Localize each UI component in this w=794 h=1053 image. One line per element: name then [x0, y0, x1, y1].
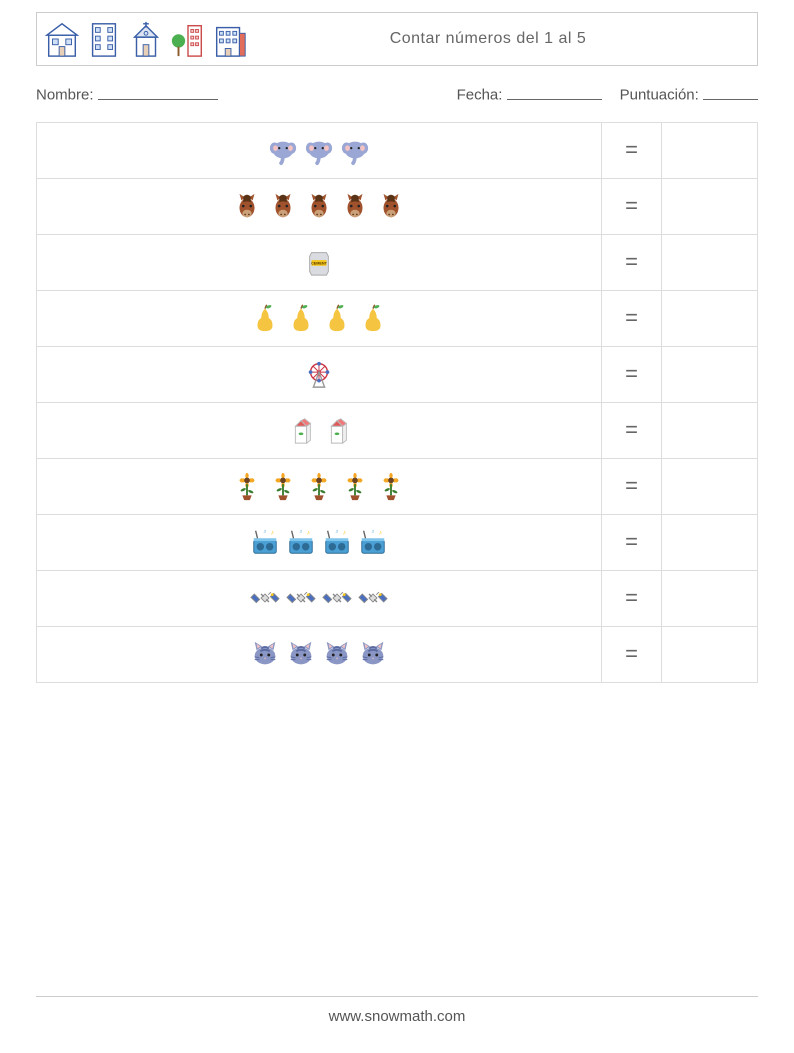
church-icon — [127, 19, 165, 59]
milk-carton-icon — [286, 414, 316, 446]
worksheet-table: ========== — [36, 122, 758, 683]
answer-cell[interactable] — [662, 627, 757, 682]
date-label: Fecha: — [457, 87, 503, 104]
elephant-icon — [268, 134, 298, 166]
score-field: Puntuación: — [620, 86, 758, 104]
header-box: Contar números del 1 al 5 — [36, 12, 758, 66]
radio-icon — [250, 526, 280, 558]
meta-row: Nombre: Fecha: Puntuación: — [36, 86, 758, 104]
radio-icon — [322, 526, 352, 558]
answer-cell[interactable] — [662, 179, 757, 234]
horse-icon — [304, 190, 334, 222]
radio-icon — [286, 526, 316, 558]
table-row: = — [37, 627, 757, 683]
cat-face-icon — [322, 638, 352, 670]
items-cell — [37, 459, 602, 514]
satellite-icon — [286, 582, 316, 614]
table-row: = — [37, 347, 757, 403]
name-field: Nombre: — [36, 86, 457, 104]
equals-cell: = — [602, 403, 662, 458]
equals-cell: = — [602, 515, 662, 570]
cat-face-icon — [358, 638, 388, 670]
equals-cell: = — [602, 179, 662, 234]
equals-cell: = — [602, 571, 662, 626]
answer-cell[interactable] — [662, 291, 757, 346]
ferris-wheel-icon — [304, 358, 334, 390]
equals-cell: = — [602, 235, 662, 290]
tree-tower-icon — [169, 19, 207, 59]
equals-cell: = — [602, 347, 662, 402]
satellite-icon — [358, 582, 388, 614]
footer-url: www.snowmath.com — [0, 1008, 794, 1025]
date-blank[interactable] — [507, 86, 602, 100]
items-cell — [37, 627, 602, 682]
sunflower-icon — [304, 470, 334, 502]
date-field: Fecha: — [457, 86, 602, 104]
house-icon — [43, 19, 81, 59]
cat-face-icon — [286, 638, 316, 670]
answer-cell[interactable] — [662, 459, 757, 514]
pear-icon — [322, 302, 352, 334]
sunflower-icon — [232, 470, 262, 502]
horse-icon — [376, 190, 406, 222]
satellite-icon — [250, 582, 280, 614]
equals-cell: = — [602, 627, 662, 682]
sunflower-icon — [268, 470, 298, 502]
items-cell — [37, 179, 602, 234]
header-buildings — [37, 19, 249, 59]
elephant-icon — [304, 134, 334, 166]
table-row: = — [37, 459, 757, 515]
satellite-icon — [322, 582, 352, 614]
items-cell — [37, 515, 602, 570]
sunflower-icon — [376, 470, 406, 502]
horse-icon — [340, 190, 370, 222]
milk-carton-icon — [322, 414, 352, 446]
pear-icon — [286, 302, 316, 334]
horse-icon — [268, 190, 298, 222]
sunflower-icon — [340, 470, 370, 502]
horse-icon — [232, 190, 262, 222]
answer-cell[interactable] — [662, 123, 757, 178]
name-label: Nombre: — [36, 87, 94, 104]
equals-cell: = — [602, 291, 662, 346]
score-label: Puntuación: — [620, 87, 699, 104]
items-cell — [37, 235, 602, 290]
footer-divider — [36, 996, 758, 997]
table-row: = — [37, 179, 757, 235]
pear-icon — [250, 302, 280, 334]
answer-cell[interactable] — [662, 235, 757, 290]
table-row: = — [37, 123, 757, 179]
radio-icon — [358, 526, 388, 558]
items-cell — [37, 347, 602, 402]
items-cell — [37, 403, 602, 458]
table-row: = — [37, 571, 757, 627]
items-cell — [37, 291, 602, 346]
pear-icon — [358, 302, 388, 334]
answer-cell[interactable] — [662, 515, 757, 570]
equals-cell: = — [602, 123, 662, 178]
table-row: = — [37, 235, 757, 291]
answer-cell[interactable] — [662, 403, 757, 458]
items-cell — [37, 571, 602, 626]
score-blank[interactable] — [703, 86, 758, 100]
elephant-icon — [340, 134, 370, 166]
page-title: Contar números del 1 al 5 — [249, 30, 757, 48]
table-row: = — [37, 515, 757, 571]
answer-cell[interactable] — [662, 571, 757, 626]
table-row: = — [37, 291, 757, 347]
answer-cell[interactable] — [662, 347, 757, 402]
equals-cell: = — [602, 459, 662, 514]
cat-face-icon — [250, 638, 280, 670]
office-icon — [85, 19, 123, 59]
table-row: = — [37, 403, 757, 459]
apartment-icon — [211, 19, 249, 59]
cement-bag-icon — [304, 246, 334, 278]
items-cell — [37, 123, 602, 178]
name-blank[interactable] — [98, 86, 218, 100]
